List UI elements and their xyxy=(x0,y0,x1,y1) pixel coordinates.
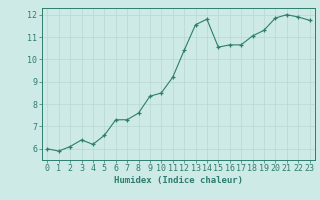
X-axis label: Humidex (Indice chaleur): Humidex (Indice chaleur) xyxy=(114,176,243,185)
